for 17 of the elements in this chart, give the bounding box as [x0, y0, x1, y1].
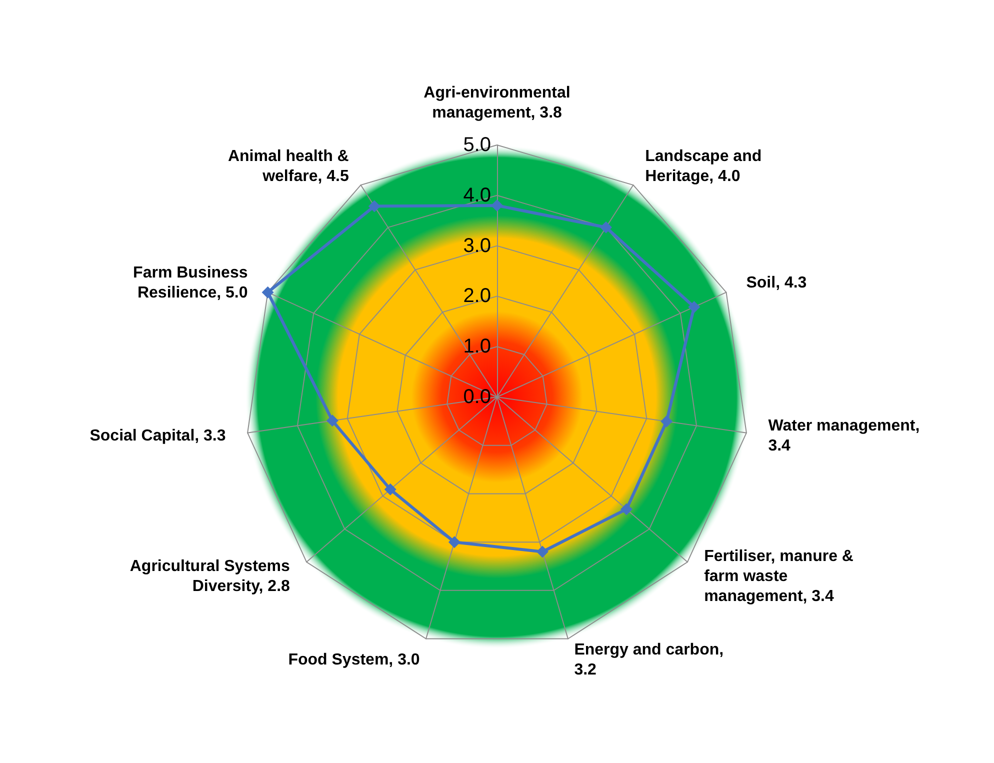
spoke-label: Water management, 3.4: [768, 417, 920, 454]
y-tick-label: 5.0: [463, 134, 491, 156]
y-tick-label: 3.0: [463, 234, 491, 257]
spoke-label: Energy and carbon, 3.2: [574, 641, 724, 678]
y-tick-label: 1.0: [463, 336, 491, 358]
spoke-label: Agricultural Systems Diversity, 2.8: [130, 558, 290, 595]
spoke-label: Animal health & welfare, 4.5: [228, 148, 350, 185]
y-tick-label: 4.0: [463, 184, 491, 206]
spoke-label: Food System, 3.0: [288, 651, 420, 668]
spoke-label: Social Capital, 3.3: [90, 427, 226, 444]
spoke-label: Fertiliser, manure & farm waste management, 3.4: [704, 548, 854, 605]
spoke-label: Farm Business Resilience, 5.0: [133, 264, 248, 302]
spoke-label: Landscape and Heritage, 4.0: [645, 148, 762, 185]
spoke-label: Soil, 4.3: [746, 274, 807, 292]
y-tick-label: 2.0: [463, 285, 491, 308]
spoke-label: Agri-environmental management, 3.8: [424, 84, 570, 122]
y-tick-label: 0.0: [463, 386, 491, 408]
